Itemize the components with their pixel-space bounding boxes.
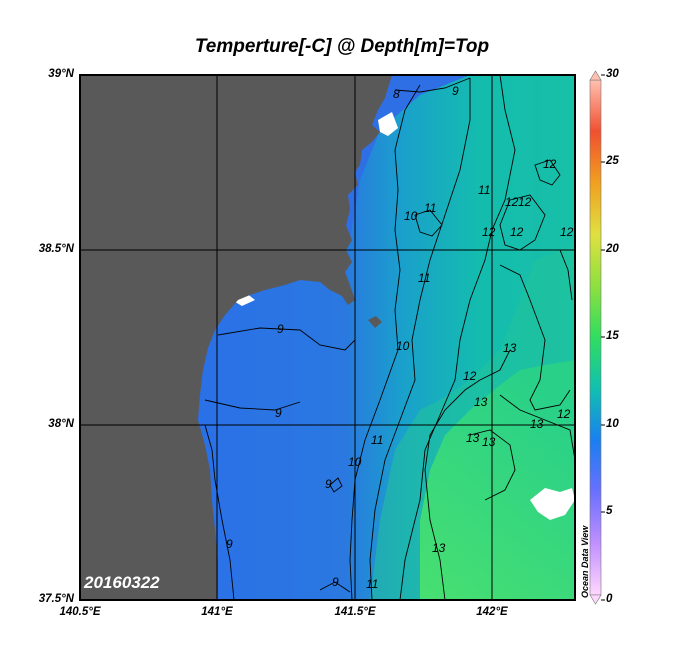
colorbar-tick-label: 20 [606, 243, 619, 255]
contour-label: 11 [424, 201, 436, 215]
lon-tick-label: 141°E [201, 606, 233, 618]
contour-label: 13 [466, 431, 480, 445]
colorbar-tick-label: 25 [606, 155, 619, 167]
contour-label: 12 [505, 195, 519, 209]
contour-label: 13 [474, 395, 488, 409]
land-mass [80, 75, 392, 600]
colorbar-tick-label: 10 [606, 418, 619, 430]
contour-label: 12 [557, 407, 571, 421]
lat-tick-label: 37.5°N [38, 593, 74, 605]
colorbar-tick-label: 5 [606, 505, 613, 517]
contour-label: 9 [332, 575, 339, 589]
contour-label: 8 [393, 87, 400, 101]
date-stamp: 20160322 [84, 573, 160, 592]
lat-tick-label: 38°N [48, 418, 74, 430]
colorbar-bottom-arrow [589, 594, 602, 605]
contour-label: 12 [482, 225, 496, 239]
contour-label: 12 [510, 225, 524, 239]
contour-label: 10 [396, 339, 410, 353]
contour-label: 9 [226, 537, 233, 551]
no-data-patch [232, 292, 255, 306]
contour-label: 12 [560, 225, 574, 239]
lat-tick-label: 39°N [48, 68, 74, 80]
contour-label: 10 [404, 209, 418, 223]
contour-label: 12 [518, 195, 532, 209]
odv-watermark: Ocean Data View [580, 525, 590, 598]
lon-tick-label: 142°E [476, 606, 508, 618]
contour-label: 13 [503, 341, 517, 355]
contour-label: 12 [543, 157, 557, 171]
colorbar-gradient [589, 79, 602, 596]
lat-tick-label: 38.5°N [38, 243, 74, 255]
lon-tick-label: 141.5°E [334, 606, 376, 618]
contour-label: 9 [275, 406, 282, 420]
contour-lines [204, 75, 575, 600]
colorbar [589, 70, 605, 605]
island [368, 316, 382, 328]
contour-label: 9 [325, 477, 332, 491]
colorbar-tick-label: 15 [606, 330, 619, 342]
colorbar-tick-label: 0 [606, 593, 613, 605]
warm-water-region [420, 360, 575, 600]
contour-label: 11 [478, 183, 490, 197]
contour-label: 9 [277, 322, 284, 336]
lon-tick-label: 140.5°E [59, 606, 101, 618]
colorbar-tick-label: 30 [606, 68, 619, 80]
contour-label: 13 [482, 435, 496, 449]
mid-water-region [370, 245, 575, 600]
contour-label: 12 [463, 369, 477, 383]
contour-label: 9 [452, 84, 459, 98]
map-frame [79, 74, 576, 601]
contour-label: 13 [432, 541, 446, 555]
graticule [80, 75, 575, 600]
contour-label: 11 [371, 433, 383, 447]
no-data-patch [530, 488, 575, 520]
no-data-patch [378, 112, 398, 136]
contour-label-group: 9 8 9 9 9 9 9 10 10 10 11 11 11 11 11 12… [226, 84, 574, 591]
colorbar-top-arrow [589, 70, 602, 81]
chart-title: Temperture[-C] @ Depth[m]=Top [194, 36, 490, 57]
contour-label: 11 [418, 271, 430, 285]
contour-label: 11 [366, 577, 378, 591]
contour-label: 13 [530, 417, 544, 431]
